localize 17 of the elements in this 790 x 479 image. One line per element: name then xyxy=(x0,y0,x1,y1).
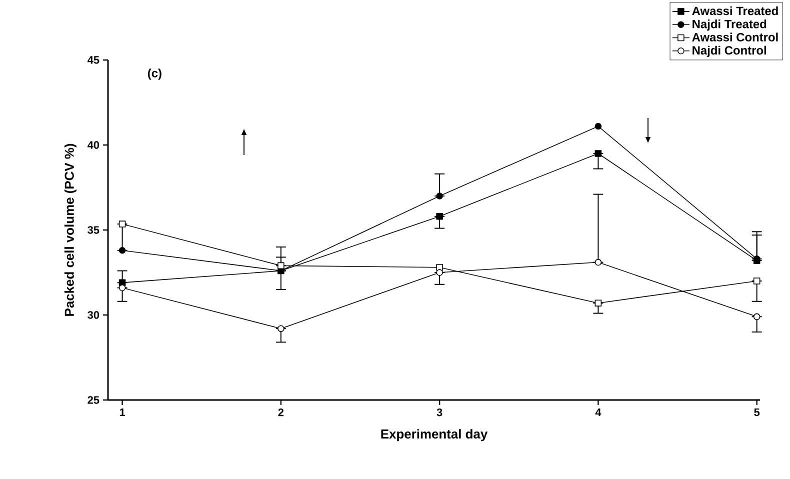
x-tick-label: 2 xyxy=(278,408,284,416)
x-tick-label: 4 xyxy=(595,408,602,416)
y-tick-label: 45 xyxy=(87,56,100,64)
y-axis-title: Packed cell volume (PCV %) xyxy=(64,144,76,316)
legend-label: Awassi Treated xyxy=(692,6,778,16)
y-tick-label: 35 xyxy=(88,226,100,234)
annotation: (c) xyxy=(148,68,162,80)
y-tick-label: 25 xyxy=(88,396,100,404)
legend-label: Awassi Control xyxy=(692,32,778,42)
legend-label: Najdi Control xyxy=(692,46,766,57)
x-axis-title: Experimental day xyxy=(381,429,488,442)
x-tick-label: 5 xyxy=(754,408,760,416)
legend-label: Najdi Treated xyxy=(692,20,766,31)
x-tick-label: 1 xyxy=(120,408,126,416)
y-tick-label: 40 xyxy=(87,141,100,149)
x-tick-label: 3 xyxy=(436,408,442,416)
y-tick-label: 30 xyxy=(88,311,100,319)
